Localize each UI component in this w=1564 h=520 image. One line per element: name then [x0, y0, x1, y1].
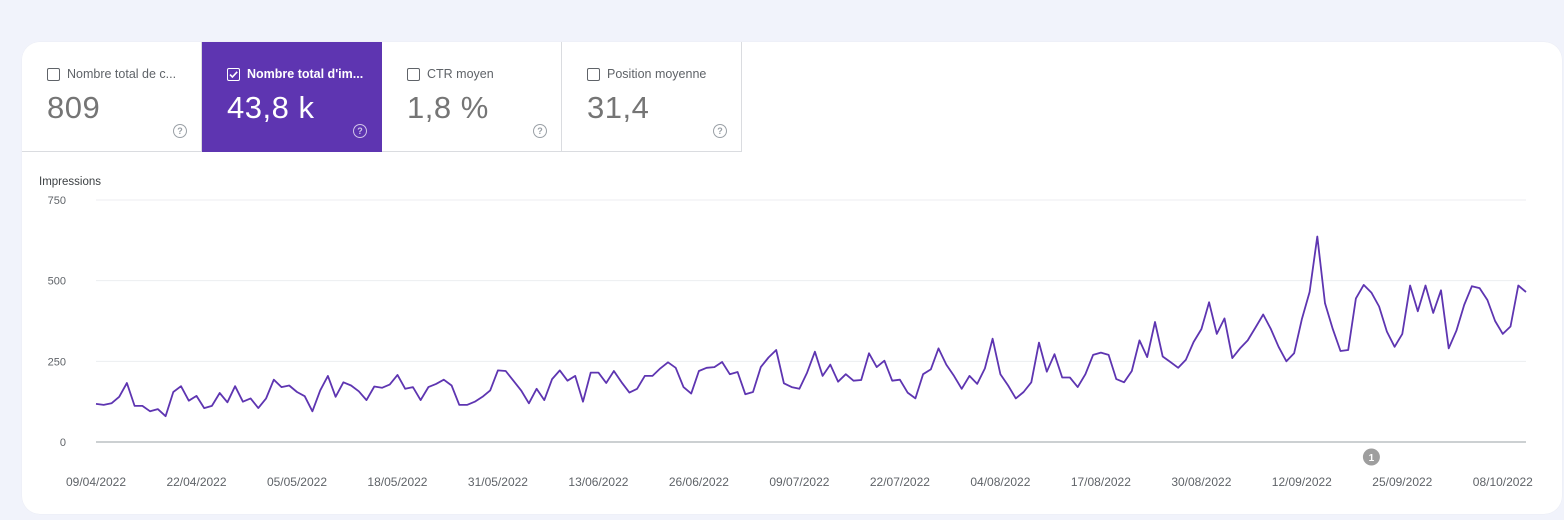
x-tick-label: 04/08/2022 [970, 475, 1030, 489]
tab-total-impressions[interactable]: Nombre total d'im... 43,8 k ? [202, 42, 382, 152]
y-tick-label: 750 [48, 195, 66, 207]
y-axis-title: Impressions [39, 176, 101, 188]
x-tick-label: 30/08/2022 [1171, 475, 1231, 489]
help-icon[interactable]: ? [533, 124, 547, 138]
tab-label: Position moyenne [607, 67, 707, 81]
y-tick-label: 250 [48, 356, 66, 368]
tab-label: CTR moyen [427, 67, 494, 81]
y-tick-label: 0 [60, 437, 66, 449]
y-tick-label: 500 [48, 276, 66, 288]
help-icon[interactable]: ? [713, 124, 727, 138]
tab-total-clicks[interactable]: Nombre total de c... 809 ? [22, 42, 202, 152]
x-tick-label: 22/07/2022 [870, 475, 930, 489]
tab-value: 1,8 % [407, 90, 489, 125]
x-tick-label: 09/07/2022 [769, 475, 829, 489]
tab-value: 31,4 [587, 90, 650, 125]
x-tick-label: 25/09/2022 [1372, 475, 1432, 489]
tab-average-position[interactable]: Position moyenne 31,4 ? [562, 42, 742, 152]
help-icon[interactable]: ? [353, 124, 367, 138]
impressions-series-line [95, 235, 1527, 418]
impressions-chart: 0 250 500 750 09/04/2022 22/04/2022 05/05/2022… [48, 195, 1534, 489]
tab-value: 809 [47, 90, 101, 125]
x-tick-label: 18/05/2022 [367, 475, 427, 489]
x-tick-label: 09/04/2022 [66, 475, 126, 489]
annotation-marker [1362, 448, 1380, 466]
x-tick-label: 17/08/2022 [1071, 475, 1131, 489]
x-tick-label: 13/06/2022 [568, 475, 628, 489]
checkbox-position[interactable] [587, 68, 600, 81]
x-tick-label: 08/10/2022 [1473, 475, 1533, 489]
tab-label: Nombre total de c... [67, 67, 177, 81]
performance-card: Nombre total de c... 809 ? Nombre total … [22, 42, 1562, 514]
tab-value: 43,8 k [227, 90, 315, 125]
x-tick-label: 26/06/2022 [669, 475, 729, 489]
checkmark-icon [229, 71, 238, 79]
x-tick-label: 12/09/2022 [1272, 475, 1332, 489]
tab-label: Nombre total d'im... [247, 67, 364, 81]
tab-average-ctr[interactable]: CTR moyen 1,8 % ? [382, 42, 562, 152]
checkbox-clicks[interactable] [47, 68, 60, 81]
checkbox-impressions[interactable] [227, 68, 240, 81]
help-icon[interactable]: ? [173, 124, 187, 138]
x-tick-label: 22/04/2022 [166, 475, 226, 489]
x-tick-label: 31/05/2022 [468, 475, 528, 489]
annotation-label: 1 [1369, 453, 1375, 464]
checkbox-ctr[interactable] [407, 68, 420, 81]
x-tick-label: 05/05/2022 [267, 475, 327, 489]
metric-tabs: Nombre total de c... 809 ? Nombre total … [22, 42, 742, 152]
